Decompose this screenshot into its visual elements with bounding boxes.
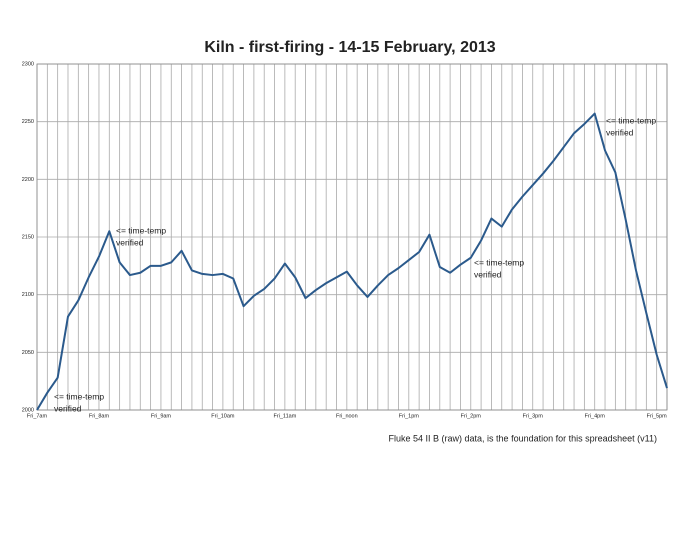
annotation: verified [474, 269, 502, 279]
x-tick-label: Fri_1pm [399, 413, 420, 419]
annotation: <= time-temp [474, 257, 524, 267]
plot-frame [36, 63, 668, 411]
y-tick-label: 2000 [22, 407, 34, 413]
x-tick-label: Fri_noon [336, 413, 358, 419]
y-tick-label: 2250 [22, 119, 34, 125]
x-tick-label: Fri_9am [151, 413, 172, 419]
annotation: <= time-temp [116, 225, 166, 235]
x-tick-label: Fri_7am [27, 413, 48, 419]
x-tick-label: Fri_4pm [585, 413, 606, 419]
y-tick-label: 2050 [22, 350, 34, 356]
y-tick-label: 2300 [22, 61, 34, 67]
data-line [36, 112, 668, 411]
annotation: verified [606, 127, 634, 137]
chart-title: Kiln - first-firing - 14-15 February, 20… [204, 39, 495, 56]
x-tick-label: Fri_11am [273, 413, 296, 419]
annotation: verified [116, 237, 144, 247]
x-tick-label: Fri_3pm [523, 413, 544, 419]
x-tick-label: Fri_10am [211, 413, 235, 419]
y-tick-label: 2200 [22, 177, 34, 183]
y-tick-label: 2100 [22, 292, 34, 298]
annotation: <= time-temp [54, 391, 104, 401]
y-tick-label: 2150 [22, 234, 34, 240]
annotation: verified [54, 403, 82, 413]
x-tick-label: Fri_2pm [461, 413, 482, 419]
x-tick-label: Fri_5pm [647, 413, 668, 419]
footnote: Fluke 54 II B (raw) data, is the foundat… [389, 433, 657, 443]
x-tick-label: Fri_8am [89, 413, 110, 419]
annotation: <= time-temp [606, 115, 656, 125]
